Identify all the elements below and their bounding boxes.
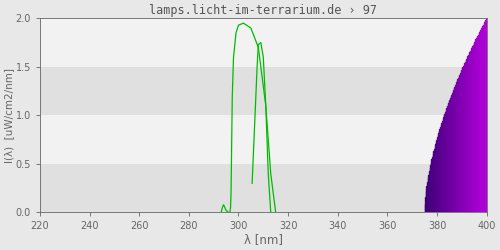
Bar (481, 28, 482, 212)
Bar (444, 114, 445, 212)
Bar (436, 140, 437, 212)
Bar (455, 85, 456, 212)
Bar (463, 66, 464, 212)
Bar (478, 33, 479, 212)
Bar (480, 30, 481, 212)
Bar (437, 138, 438, 212)
Bar (427, 182, 428, 212)
Bar (449, 101, 450, 212)
Bar (446, 108, 447, 212)
Bar (482, 26, 483, 212)
Bar (434, 146, 435, 212)
Bar (453, 90, 454, 212)
Bar (457, 80, 458, 212)
Bar (428, 175, 429, 212)
Bar (461, 70, 462, 212)
Bar (462, 68, 463, 212)
Bar (442, 119, 443, 212)
Bar (40, 18, 486, 67)
Bar (471, 48, 472, 212)
Bar (473, 44, 474, 212)
X-axis label: λ [nm]: λ [nm] (244, 233, 283, 246)
Bar (479, 32, 480, 212)
Bar (435, 144, 436, 212)
Bar (448, 103, 449, 212)
Bar (454, 87, 455, 212)
Y-axis label: I(λ)  [uW/cm2/nm]: I(λ) [uW/cm2/nm] (4, 68, 14, 163)
Bar (40, 116, 486, 164)
Bar (485, 21, 486, 212)
Bar (468, 54, 469, 212)
Bar (438, 133, 439, 212)
Bar (452, 92, 453, 212)
Title: lamps.licht-im-terrarium.de › 97: lamps.licht-im-terrarium.de › 97 (150, 4, 378, 17)
Bar (465, 62, 466, 212)
Bar (474, 42, 475, 212)
Bar (483, 25, 484, 212)
Bar (445, 112, 446, 212)
Bar (484, 22, 485, 212)
Bar (426, 186, 427, 212)
Bar (40, 164, 486, 212)
Bar (429, 172, 430, 212)
Bar (460, 72, 461, 212)
Bar (466, 59, 467, 212)
Bar (458, 76, 460, 212)
Bar (472, 46, 473, 212)
Bar (425, 197, 426, 212)
Bar (456, 82, 457, 212)
Bar (430, 165, 431, 212)
Bar (476, 37, 478, 212)
Bar (40, 67, 486, 116)
Bar (470, 50, 471, 212)
Bar (447, 106, 448, 212)
Bar (443, 117, 444, 212)
Bar (464, 63, 465, 212)
Bar (432, 154, 434, 212)
Bar (431, 162, 432, 212)
Bar (467, 58, 468, 212)
Bar (440, 125, 442, 212)
Bar (475, 41, 476, 212)
Bar (439, 131, 440, 212)
Bar (424, 204, 425, 212)
Bar (450, 96, 452, 212)
